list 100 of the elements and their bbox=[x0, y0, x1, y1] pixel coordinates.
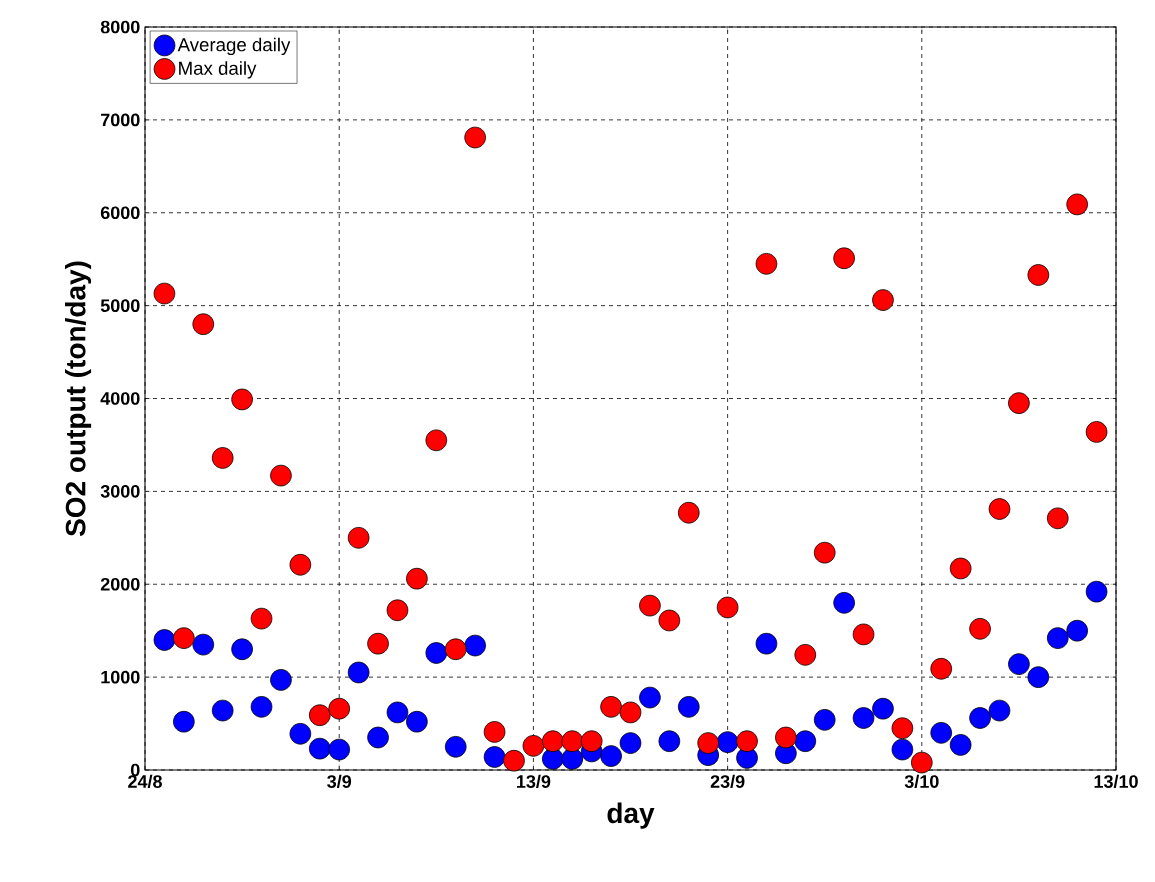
point bbox=[872, 289, 894, 311]
point bbox=[464, 634, 486, 657]
point bbox=[211, 447, 234, 469]
point bbox=[328, 738, 351, 761]
point bbox=[347, 527, 370, 549]
point bbox=[716, 596, 739, 619]
y-tick-label: 4000 bbox=[100, 392, 140, 405]
point bbox=[755, 632, 778, 655]
point bbox=[891, 717, 914, 740]
point bbox=[367, 726, 389, 749]
point bbox=[949, 734, 972, 756]
point bbox=[969, 707, 991, 729]
point bbox=[697, 732, 719, 754]
x-tick-label: 3/9 bbox=[327, 774, 352, 789]
point bbox=[406, 567, 428, 590]
y-tick-label: 7000 bbox=[101, 113, 140, 127]
point bbox=[386, 701, 409, 724]
point bbox=[949, 557, 972, 580]
point bbox=[367, 632, 389, 655]
point bbox=[231, 388, 253, 411]
point bbox=[1008, 653, 1030, 675]
point bbox=[1085, 580, 1108, 603]
point bbox=[716, 731, 739, 753]
y-tick-label: 8000 bbox=[100, 20, 140, 34]
point bbox=[211, 699, 234, 722]
y-tick-label: 1000 bbox=[101, 670, 140, 684]
point bbox=[464, 126, 486, 149]
point bbox=[425, 429, 448, 452]
point bbox=[503, 749, 525, 772]
point bbox=[153, 629, 176, 651]
point bbox=[425, 642, 448, 664]
point bbox=[444, 735, 467, 758]
point bbox=[736, 730, 758, 753]
point bbox=[308, 704, 331, 727]
y-tick-label: 3000 bbox=[100, 484, 140, 498]
point bbox=[677, 696, 700, 718]
point bbox=[561, 730, 584, 753]
point bbox=[270, 669, 292, 691]
point bbox=[1027, 666, 1050, 688]
point bbox=[483, 721, 506, 743]
legend-label: Max daily bbox=[179, 61, 257, 79]
y-axis-title: SO2 output (ton/day) bbox=[65, 261, 92, 537]
point bbox=[231, 638, 253, 661]
point bbox=[775, 726, 797, 749]
point bbox=[250, 696, 273, 718]
point bbox=[347, 661, 370, 684]
x-tick-label: 23/9 bbox=[710, 774, 745, 789]
y-tick-label: 6000 bbox=[100, 206, 140, 220]
x-tick-label: 13/9 bbox=[517, 774, 551, 789]
x-tick-label: 3/10 bbox=[904, 774, 939, 789]
point bbox=[250, 607, 273, 630]
legend-label: Average daily bbox=[177, 37, 291, 56]
point bbox=[813, 541, 836, 564]
point bbox=[658, 609, 681, 632]
point bbox=[1046, 507, 1069, 530]
point bbox=[542, 730, 564, 753]
point bbox=[600, 745, 622, 767]
point bbox=[270, 464, 292, 487]
point bbox=[988, 699, 1011, 722]
point bbox=[794, 644, 817, 666]
x-axis-title: day bbox=[607, 802, 655, 829]
point bbox=[891, 738, 914, 761]
point bbox=[1008, 392, 1030, 414]
point bbox=[988, 498, 1011, 520]
point bbox=[619, 732, 642, 754]
point bbox=[930, 722, 953, 744]
point bbox=[580, 730, 603, 753]
y-tick-label: 2000 bbox=[100, 577, 140, 591]
point bbox=[833, 592, 855, 614]
point bbox=[328, 697, 351, 720]
point bbox=[1066, 619, 1088, 642]
point bbox=[406, 710, 428, 733]
point bbox=[289, 722, 312, 745]
point bbox=[1066, 193, 1088, 216]
point bbox=[386, 599, 409, 622]
point bbox=[755, 253, 778, 275]
point bbox=[639, 686, 661, 709]
point bbox=[561, 748, 584, 770]
point bbox=[852, 707, 875, 729]
point bbox=[522, 735, 545, 757]
point bbox=[444, 638, 467, 661]
point bbox=[192, 313, 215, 335]
y-tick-label: 5000 bbox=[100, 299, 140, 312]
point bbox=[153, 282, 176, 305]
point bbox=[173, 710, 195, 733]
point bbox=[794, 730, 817, 753]
point bbox=[639, 594, 661, 617]
point bbox=[192, 633, 215, 656]
point bbox=[173, 627, 195, 649]
point bbox=[1027, 264, 1050, 286]
point bbox=[677, 501, 700, 524]
point bbox=[289, 553, 312, 576]
point bbox=[969, 618, 991, 640]
point bbox=[1085, 421, 1108, 443]
point bbox=[1046, 627, 1069, 649]
point bbox=[872, 697, 894, 720]
point bbox=[600, 696, 622, 718]
point bbox=[619, 701, 642, 724]
point bbox=[308, 737, 331, 760]
point bbox=[833, 247, 855, 270]
